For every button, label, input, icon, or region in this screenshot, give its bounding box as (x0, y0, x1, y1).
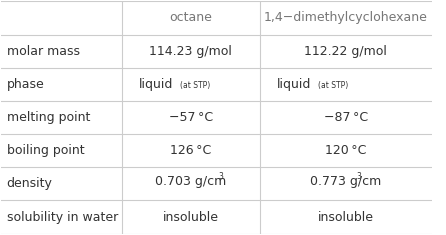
Text: insoluble: insoluble (163, 211, 219, 223)
Text: 126 °C: 126 °C (170, 144, 211, 157)
Text: −57 °C: −57 °C (169, 111, 213, 124)
Text: (at STP): (at STP) (180, 81, 210, 90)
Text: (at STP): (at STP) (318, 81, 348, 90)
Text: density: density (7, 177, 53, 190)
Text: octane: octane (169, 12, 212, 24)
Text: insoluble: insoluble (318, 211, 374, 223)
Text: 1,4−dimethylcyclohexane: 1,4−dimethylcyclohexane (264, 12, 428, 24)
Text: 3: 3 (356, 172, 361, 181)
Text: 0.703 g/cm: 0.703 g/cm (155, 175, 227, 188)
Text: liquid: liquid (139, 78, 173, 91)
Text: 114.23 g/mol: 114.23 g/mol (149, 45, 232, 58)
Text: liquid: liquid (277, 78, 311, 91)
Text: melting point: melting point (7, 111, 90, 124)
Text: 0.773 g/cm: 0.773 g/cm (310, 175, 381, 188)
Text: 120 °C: 120 °C (325, 144, 367, 157)
Text: molar mass: molar mass (7, 45, 79, 58)
Text: solubility in water: solubility in water (7, 211, 118, 223)
Text: 112.22 g/mol: 112.22 g/mol (304, 45, 387, 58)
Text: phase: phase (7, 78, 44, 91)
Text: 3: 3 (219, 172, 223, 181)
Text: −87 °C: −87 °C (324, 111, 368, 124)
Text: boiling point: boiling point (7, 144, 84, 157)
